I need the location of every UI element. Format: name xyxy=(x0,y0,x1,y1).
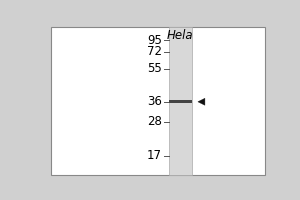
Text: 72: 72 xyxy=(147,45,162,58)
Polygon shape xyxy=(198,98,205,105)
Text: 36: 36 xyxy=(147,95,162,108)
Bar xyxy=(169,100,192,103)
Bar xyxy=(169,27,192,175)
Text: 55: 55 xyxy=(147,62,162,75)
Text: 17: 17 xyxy=(147,149,162,162)
Text: 95: 95 xyxy=(147,34,162,47)
Text: 28: 28 xyxy=(147,115,162,128)
Text: Hela: Hela xyxy=(167,29,194,42)
